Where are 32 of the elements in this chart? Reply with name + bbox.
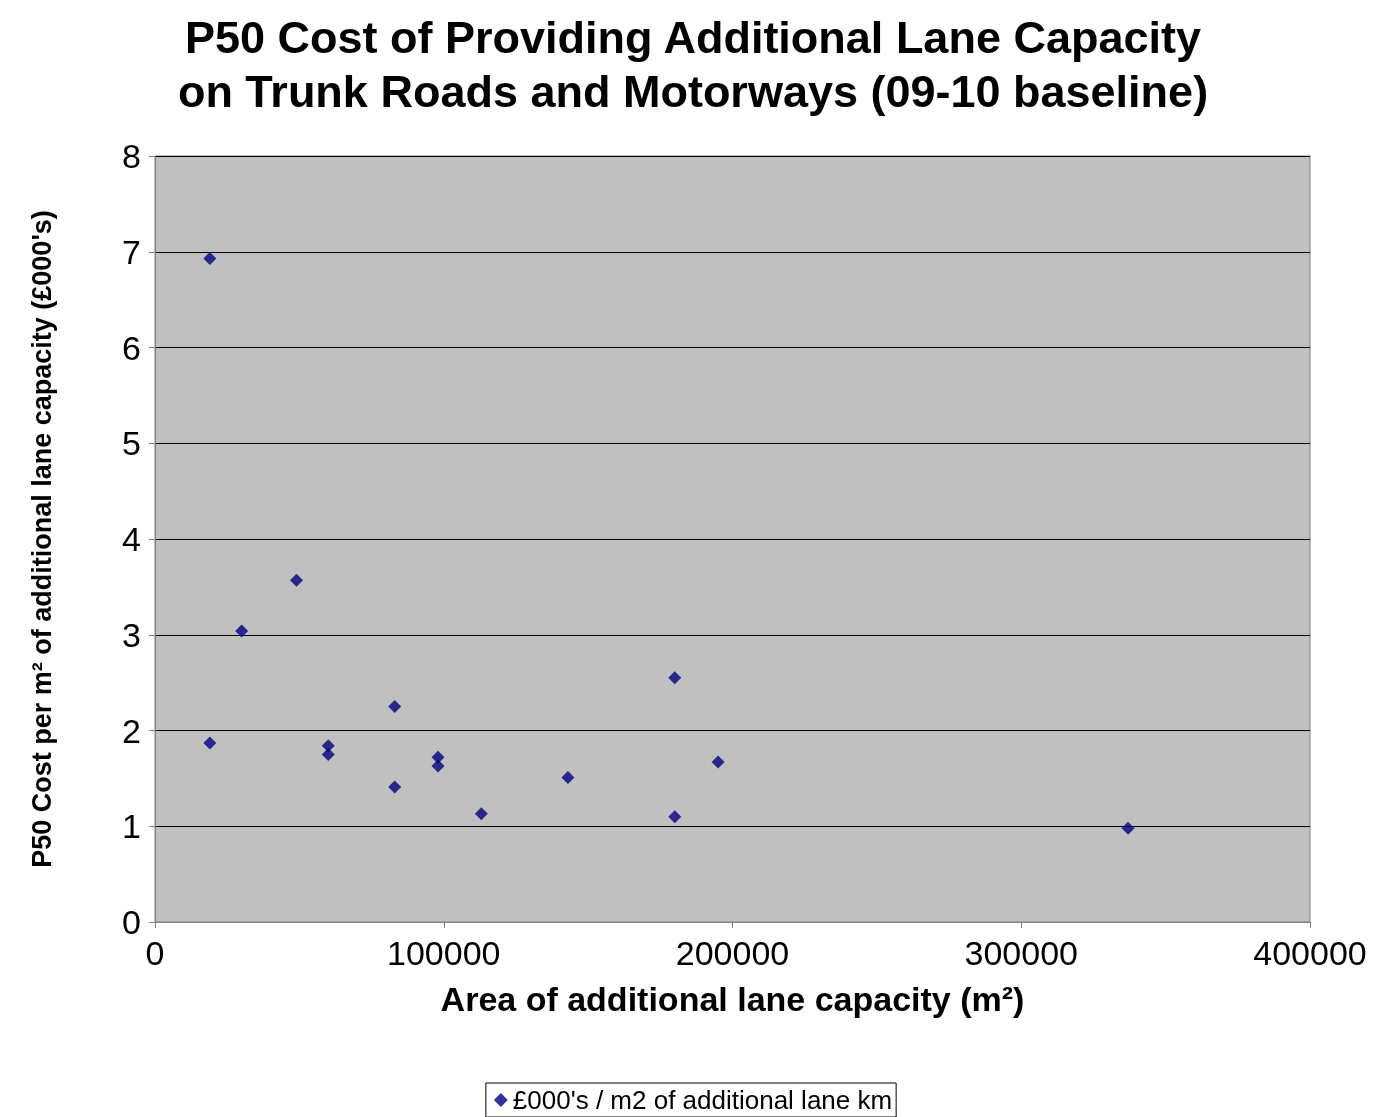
y-tick-label: 6 [122, 328, 141, 367]
point [289, 573, 303, 587]
y-tick-label: 4 [122, 520, 141, 558]
chart-title: P50 Cost of Providing Additional Lane Capacity on Trunk Roads and Motorways (09-10 baseline) [177, 11, 1209, 117]
point [388, 700, 402, 714]
point [203, 736, 217, 750]
x-tick-label: 200000 [675, 934, 790, 972]
legend-label: £000's / m2 of additional lane km [512, 1085, 893, 1115]
point [561, 770, 575, 784]
point [388, 780, 402, 794]
y-tick-label: 3 [122, 615, 141, 654]
point [668, 671, 682, 685]
y-axis-title: P50 Cost per m² of additional lane capacity (£000's) [26, 210, 57, 868]
point [668, 810, 682, 824]
x-tick-label: 400000 [1253, 934, 1367, 972]
point [474, 807, 488, 821]
point [1121, 821, 1135, 835]
x-tick-label: 300000 [964, 934, 1078, 972]
y-tick-label: 8 [122, 137, 141, 175]
y-tick-label: 7 [122, 232, 141, 271]
y-tick-label: 2 [122, 711, 141, 750]
y-tick-label: 0 [122, 903, 141, 941]
x-axis-title: Area of additional lane capacity (m²) [440, 980, 1025, 1018]
x-tick-label: 0 [145, 934, 165, 972]
point [431, 759, 445, 773]
y-tick-label: 1 [122, 807, 141, 846]
point [203, 251, 217, 265]
point [711, 755, 725, 769]
point [321, 747, 335, 761]
point [235, 624, 249, 638]
x-tick-label: 100000 [387, 934, 501, 972]
y-tick-label: 5 [122, 424, 141, 463]
